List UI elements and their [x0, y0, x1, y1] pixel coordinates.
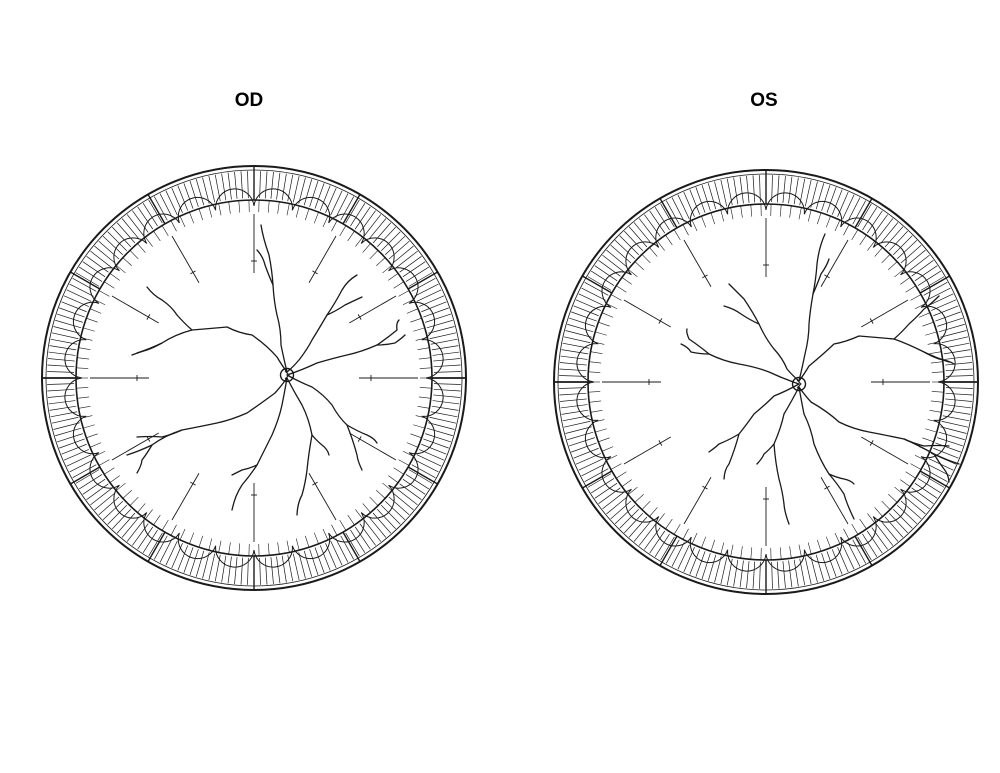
ring-clock-divider	[70, 271, 101, 290]
ring-hatching	[47, 171, 461, 585]
vessel	[326, 296, 363, 316]
vessel	[376, 334, 406, 346]
vessel	[933, 453, 950, 483]
ring-clock-divider	[582, 470, 613, 489]
ora-serrata-hatching	[588, 204, 944, 560]
ring-clock-divider	[582, 275, 613, 294]
vessel	[798, 335, 950, 382]
vessel	[231, 377, 288, 511]
vessel	[686, 328, 800, 385]
ring-clock-divider	[147, 194, 166, 225]
clock-meridians	[602, 218, 930, 546]
vessel	[256, 249, 274, 286]
retinal-vessels	[126, 224, 406, 516]
vessel	[131, 342, 163, 356]
ring-clock-divider	[919, 275, 950, 294]
vessel	[798, 386, 960, 465]
clock-meridians	[90, 214, 418, 542]
vessel	[136, 429, 183, 438]
ring-clock-divider	[407, 466, 438, 485]
left-eye-fundus-diagram	[553, 169, 979, 595]
ring-clock-divider	[659, 535, 678, 566]
vessel	[286, 319, 400, 376]
vessel	[828, 473, 855, 485]
vessel	[146, 286, 193, 331]
vessel	[286, 374, 363, 471]
vessel	[756, 443, 775, 465]
ora-serrata	[64, 188, 444, 568]
vessel	[812, 258, 830, 295]
ring-clock-divider	[659, 198, 678, 229]
vessel	[893, 295, 940, 340]
retinal-vessels	[680, 233, 960, 525]
vessel	[923, 351, 955, 365]
ring-clock-divider	[854, 535, 873, 566]
ring-hatching	[559, 175, 973, 589]
vessel	[680, 343, 710, 355]
vessel	[136, 444, 153, 474]
vessel	[798, 386, 855, 520]
ring-clock-divider	[342, 531, 361, 562]
ring-clock-divider	[342, 194, 361, 225]
right-eye-fundus-diagram	[41, 165, 467, 591]
ora-serrata	[576, 192, 956, 572]
ring-clock-divider	[407, 271, 438, 290]
ring-clock-divider	[854, 198, 873, 229]
vessel	[773, 386, 800, 525]
ring-clock-divider	[147, 531, 166, 562]
vessel	[231, 464, 258, 476]
vessel	[723, 305, 760, 325]
vessel	[903, 438, 950, 447]
vessel	[728, 283, 800, 382]
right-eye-label: OD	[234, 90, 264, 111]
vessel	[346, 424, 378, 444]
ring-clock-divider	[919, 470, 950, 489]
vessel	[286, 274, 358, 373]
vessel	[311, 434, 330, 456]
optic-disc-cup	[796, 379, 802, 389]
vessel	[126, 377, 288, 456]
vessel	[708, 433, 740, 453]
vessel	[286, 377, 313, 516]
vessel	[136, 326, 288, 373]
vessel	[723, 383, 800, 480]
vessel	[798, 233, 826, 382]
vessel	[260, 224, 288, 373]
ring-clock-divider	[70, 466, 101, 485]
left-eye-label: OS	[750, 90, 778, 111]
ora-serrata-hatching	[76, 200, 432, 556]
